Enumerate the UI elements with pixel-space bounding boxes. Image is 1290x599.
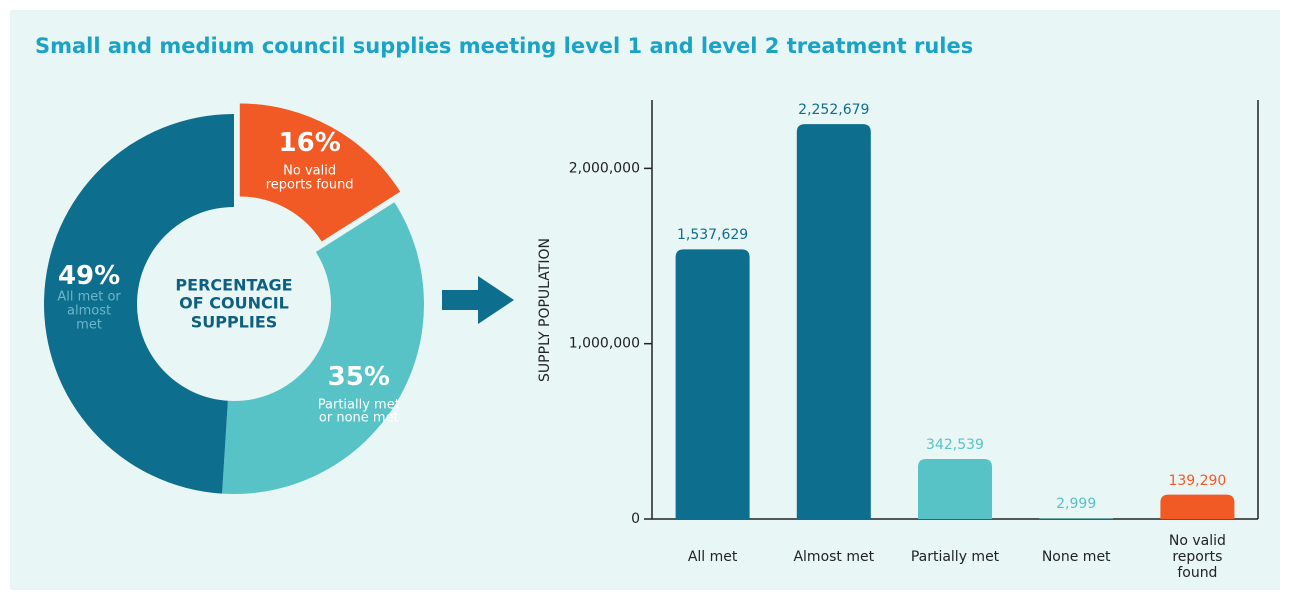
slice-label: All met or almost met	[57, 289, 121, 333]
pie-slice	[222, 202, 425, 494]
x-tick-label: All met	[687, 548, 738, 565]
slice-value-label: 49%	[57, 261, 121, 292]
x-tick-label: None met	[1041, 548, 1111, 565]
bar-value-label: 1,537,629	[676, 227, 749, 244]
bar	[1160, 494, 1235, 519]
slice-value-label: 35%	[327, 361, 390, 392]
x-tick-label: No valid reports found	[1168, 532, 1226, 582]
y-axis-label: SUPPLY POPULATION	[537, 238, 553, 382]
bar-value-label: 342,539	[926, 436, 984, 453]
x-tick-label: Partially met	[910, 548, 1000, 565]
slice-value-label: 16%	[278, 128, 341, 159]
center-label: PERCENTAGE OF COUNCIL SUPPLIES	[175, 275, 293, 332]
x-tick-label: Almost met	[793, 548, 875, 565]
bar	[796, 124, 871, 519]
title: Small and medium council supplies meetin…	[35, 34, 974, 58]
arrow	[442, 276, 514, 324]
bar	[918, 458, 992, 519]
bar-value-label: 2,999	[1056, 496, 1097, 513]
bar-value-label: 2,252,679	[798, 102, 870, 119]
pie-slice	[239, 103, 401, 242]
bar	[1039, 518, 1114, 519]
slice-label: No valid reports found	[265, 163, 354, 193]
bar-value-label: 139,290	[1168, 472, 1227, 489]
y-tick-label: 2,000,000	[569, 160, 640, 176]
y-tick-label: 1,000,000	[569, 336, 640, 352]
pie-slice	[43, 114, 235, 494]
slice-label: Partially met or none met	[317, 397, 400, 426]
bar	[675, 249, 750, 519]
y-tick-label: 0	[631, 511, 640, 527]
